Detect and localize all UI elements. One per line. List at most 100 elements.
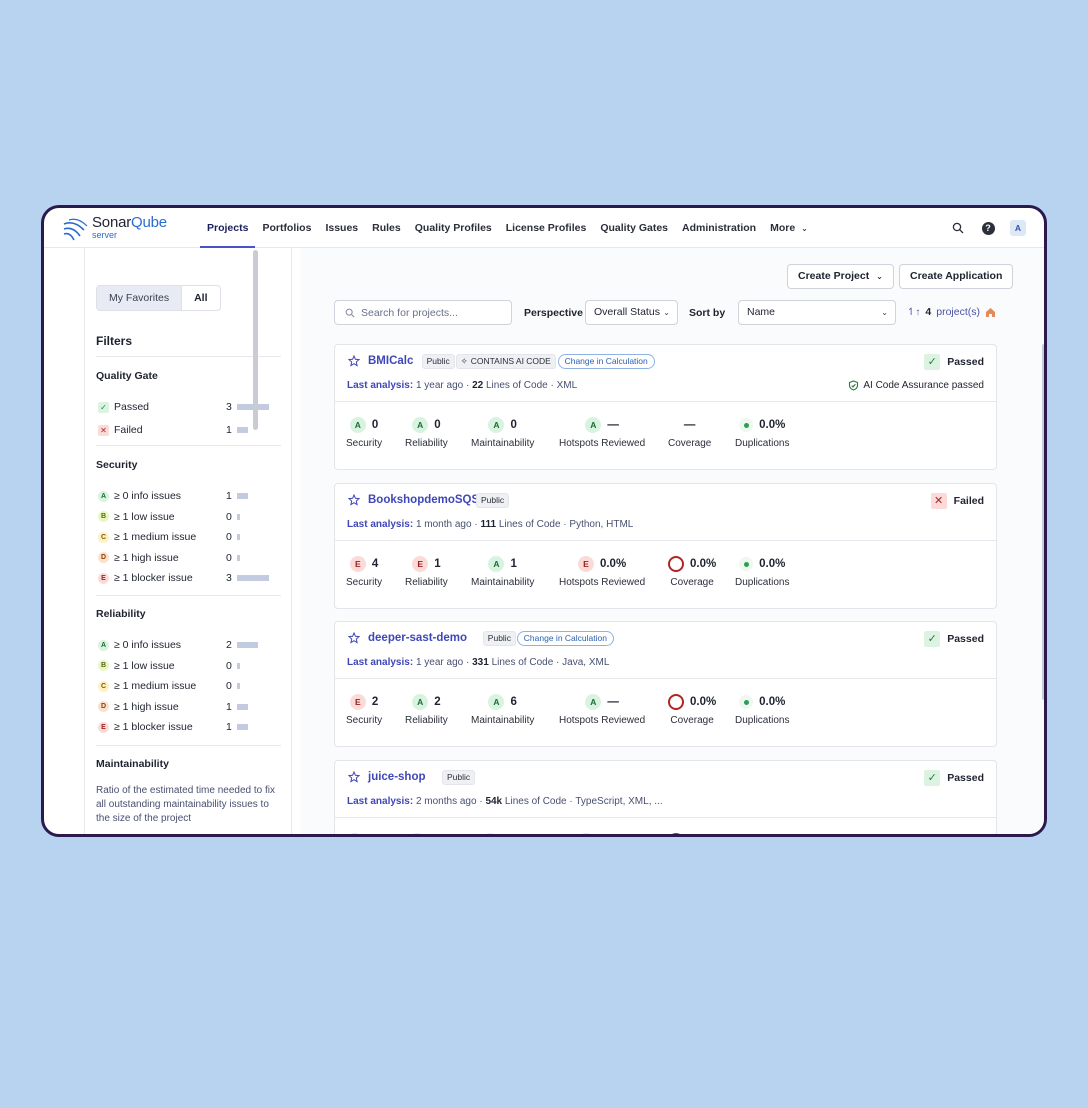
metric-security[interactable]: E 2 Security (346, 694, 382, 726)
home-icon[interactable] (985, 307, 996, 318)
filter-qg-passed[interactable]: ✓ Passed 3 (98, 400, 278, 414)
filter-security-c[interactable]: C ≥ 1 medium issue 0 (98, 530, 278, 544)
filter-security-b[interactable]: B ≥ 1 low issue 0 (98, 510, 278, 524)
metric-maintainability[interactable]: A 1 Maintainability (471, 556, 534, 588)
rating-badge: E (98, 572, 109, 584)
metric-maintainability[interactable]: A380Maintainability (471, 833, 534, 834)
metric-coverage[interactable]: 0.0%Coverage (668, 556, 716, 588)
last-analysis: Last analysis: 2 months ago · 54k Lines … (347, 796, 663, 807)
filter-label: ≥ 1 low issue (114, 510, 175, 523)
quality-gate-title: Quality Gate (96, 370, 158, 382)
filter-label: Passed (114, 401, 150, 413)
search-icon[interactable] (950, 220, 966, 236)
divider (96, 595, 281, 596)
metric-value: 1 (434, 558, 441, 570)
rating-badge: A (412, 417, 429, 433)
metric-label: Duplications (735, 438, 790, 449)
project-name-link[interactable]: juice-shop (368, 771, 426, 783)
filter-reliability-e[interactable]: E ≥ 1 blocker issue 1 (98, 720, 278, 734)
rating-badge: A (98, 490, 109, 502)
metric-reliability[interactable]: E 1 Reliability (405, 556, 448, 588)
metric-duplications[interactable]: 10.0%Duplications (735, 833, 789, 837)
create-project-button[interactable]: Create Project ⌄ (787, 264, 894, 289)
metric-reliability[interactable]: D47Reliability (405, 833, 448, 834)
metric-maintainability[interactable]: A 0 Maintainability (471, 417, 534, 449)
tab-my-favorites[interactable]: My Favorites (96, 285, 183, 311)
sort-direction-icon[interactable]: ↿↑ (907, 306, 921, 318)
metric-coverage[interactable]: 0.0% Coverage (668, 694, 716, 726)
nav-issues[interactable]: Issues (325, 221, 359, 234)
metric-hotspots[interactable]: E0.0%Hotspots Reviewed (559, 833, 645, 837)
logo-wordmark: SonarQube (92, 214, 167, 231)
metric-security[interactable]: E30Security (346, 833, 382, 834)
search-icon (345, 308, 355, 318)
change-in-calculation-badge[interactable]: Change in Calculation (516, 631, 614, 646)
metric-hotspots[interactable]: A — Hotspots Reviewed (559, 694, 645, 726)
favorite-star-icon[interactable] (348, 355, 360, 367)
favorite-star-icon[interactable] (348, 494, 360, 506)
coverage-ring-icon (668, 833, 684, 834)
duplications-ring-icon (736, 834, 750, 837)
nav-administration[interactable]: Administration (682, 221, 757, 234)
project-name-link[interactable]: BMICalc (368, 355, 414, 367)
nav-quality-profiles[interactable]: Quality Profiles (414, 221, 492, 234)
metric-reliability[interactable]: A 0 Reliability (405, 417, 448, 449)
filter-reliability-d[interactable]: D ≥ 1 high issue 1 (98, 700, 278, 714)
filter-security-d[interactable]: D ≥ 1 high issue 0 (98, 551, 278, 565)
lines-of-code-value: 54k (485, 796, 503, 807)
metric-label: Security (346, 715, 383, 726)
perspective-select[interactable]: Overall Status ⌄ (585, 300, 678, 325)
filter-label: ≥ 1 blocker issue (114, 721, 193, 733)
project-name-link[interactable]: deeper-sast-demo (368, 632, 468, 644)
nav-rules[interactable]: Rules (372, 221, 401, 234)
change-in-calculation-badge[interactable]: Change in Calculation (557, 354, 655, 369)
metric-coverage[interactable]: 0.0%Coverage (668, 833, 716, 837)
metric-value: 0.0% (690, 696, 717, 708)
avatar[interactable]: A (1010, 220, 1026, 236)
filter-security-e[interactable]: E ≥ 1 blocker issue 3 (98, 571, 278, 585)
metric-coverage[interactable]: — Coverage (668, 417, 711, 449)
nav-license-profiles[interactable]: License Profiles (505, 221, 587, 234)
sort-select[interactable]: Name ⌄ (738, 300, 896, 325)
help-icon[interactable]: ? (980, 220, 996, 236)
filter-reliability-c[interactable]: C ≥ 1 medium issue 0 (98, 679, 278, 693)
rating-badge: A (585, 694, 602, 710)
last-analysis-value: 1 year ago (415, 657, 464, 668)
sidebar-scrollbar[interactable] (253, 250, 258, 430)
project-name-link[interactable]: BookshopdemoSQS (368, 494, 480, 506)
nav-portfolios[interactable]: Portfolios (262, 221, 312, 234)
metric-security[interactable]: E 4 Security (346, 556, 382, 588)
metric-hotspots[interactable]: A — Hotspots Reviewed (559, 417, 645, 449)
metric-value: 0.0% (690, 835, 716, 837)
filter-reliability-a[interactable]: A ≥ 0 info issues 2 (98, 638, 278, 652)
metric-duplications[interactable]: 0.0% Duplications (735, 417, 789, 449)
project-card: BMICalc Public ✧ CONTAINS AI CODE Change in … (334, 344, 997, 470)
create-application-button[interactable]: Create Application (899, 264, 1014, 289)
search-input[interactable]: Search for projects... (334, 300, 512, 325)
sonarqube-logo[interactable]: SonarQube server (60, 208, 200, 248)
metric-reliability[interactable]: A 2 Reliability (405, 694, 448, 726)
favorite-star-icon[interactable] (348, 632, 360, 644)
metric-security[interactable]: A 0 Security (346, 417, 382, 449)
metric-value: 0.0% (600, 835, 626, 837)
quality-gate-status: ✓ Passed (924, 770, 984, 786)
filter-security-a[interactable]: A ≥ 0 info issues 1 (98, 489, 278, 503)
metric-label: Coverage (670, 715, 714, 726)
metric-duplications[interactable]: 0.0% Duplications (735, 694, 789, 726)
filter-count: 0 (226, 531, 232, 543)
main-scrollbar[interactable] (1042, 344, 1044, 700)
filter-reliability-b[interactable]: B ≥ 1 low issue 0 (98, 659, 278, 673)
nav-quality-gates[interactable]: Quality Gates (600, 221, 669, 234)
nav-projects[interactable]: Projects (200, 208, 256, 248)
metric-maintainability[interactable]: A 6 Maintainability (471, 694, 534, 726)
metric-duplications[interactable]: 0.0% Duplications (735, 556, 789, 588)
metric-value: 4 (371, 558, 379, 570)
metric-value: 0.0% (759, 558, 786, 570)
nav-more[interactable]: More ⌄ (763, 208, 815, 248)
favorite-star-icon[interactable] (348, 771, 360, 783)
metric-label: Reliability (405, 715, 448, 726)
tab-all[interactable]: All (182, 285, 221, 311)
languages: Python, HTML (569, 519, 634, 530)
filter-qg-failed[interactable]: ✕ Failed 1 (98, 423, 278, 437)
